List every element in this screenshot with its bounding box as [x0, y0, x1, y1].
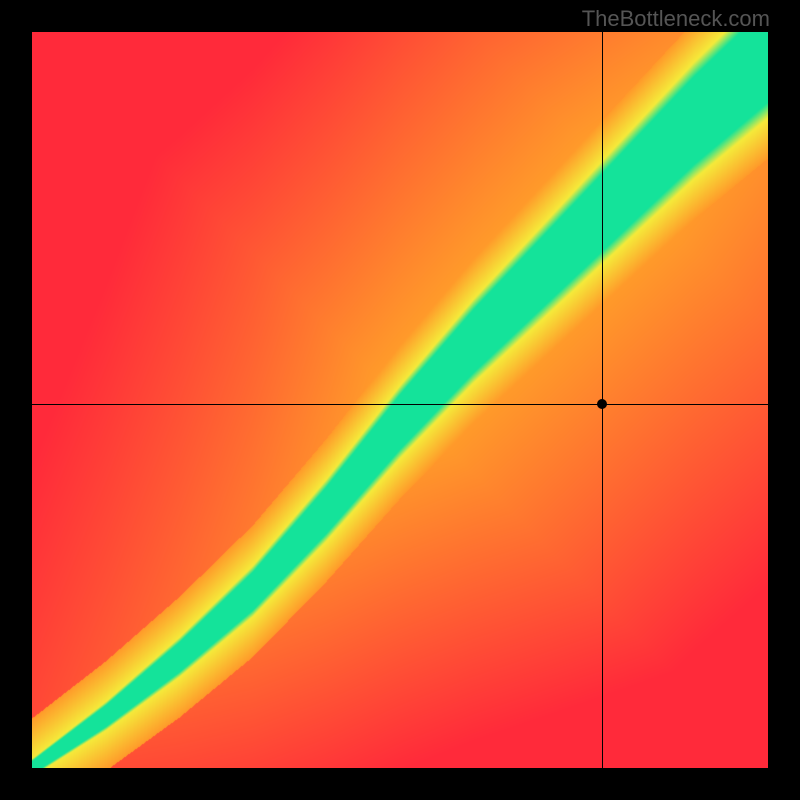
chart-container: TheBottleneck.com	[0, 0, 800, 800]
crosshair-horizontal	[32, 404, 768, 405]
plot-area	[32, 32, 768, 768]
attribution-label: TheBottleneck.com	[582, 6, 770, 32]
crosshair-dot	[597, 399, 607, 409]
heatmap-canvas	[32, 32, 768, 768]
